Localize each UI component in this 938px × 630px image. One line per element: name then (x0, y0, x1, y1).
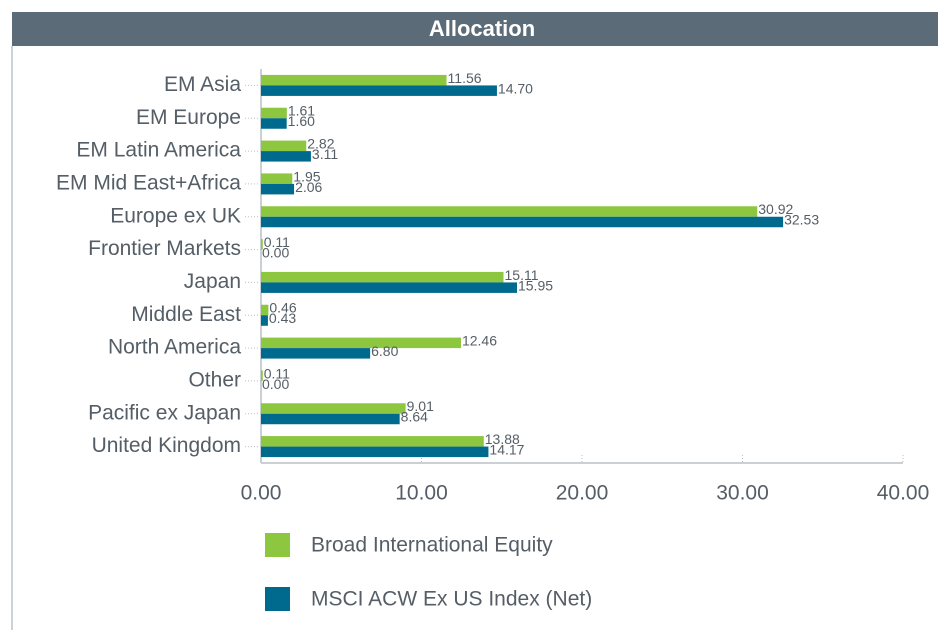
category-label: Other (188, 368, 241, 391)
value-label: 15.11 (505, 267, 539, 283)
value-label: 12.46 (462, 333, 497, 349)
value-label: 9.01 (407, 398, 434, 414)
value-label: 0.46 (269, 300, 296, 316)
value-label: 30.92 (758, 201, 793, 217)
category-label: EM Europe (136, 106, 241, 129)
category-label: North America (108, 336, 241, 359)
bar (261, 206, 758, 217)
value-label: 0.11 (264, 234, 290, 250)
value-label: 1.61 (288, 103, 315, 119)
category-label: Frontier Markets (88, 237, 241, 260)
bar (261, 85, 497, 96)
bar (261, 140, 307, 152)
category-label: United Kingdom (92, 434, 241, 457)
header-band (12, 12, 938, 46)
value-label: 11.56 (448, 70, 482, 86)
value-label: 3.11 (312, 146, 338, 162)
value-label: 2.82 (307, 136, 334, 152)
value-label: 6.80 (371, 343, 398, 359)
bar (261, 183, 295, 195)
value-label: 14.17 (489, 442, 524, 458)
category-label: Middle East (131, 303, 241, 326)
value-label: 8.64 (401, 409, 428, 425)
bar (261, 282, 517, 293)
category-label: EM Mid East+Africa (56, 171, 241, 194)
value-label: 32.53 (784, 212, 819, 228)
bar (261, 348, 371, 359)
bar (261, 413, 400, 425)
bar (261, 403, 406, 414)
value-label: 0.11 (264, 365, 290, 381)
chart-title: Allocation (429, 16, 535, 41)
bar (261, 239, 263, 250)
category-label: Japan (184, 270, 241, 293)
bar (261, 436, 484, 447)
legend-label: Broad International Equity (311, 534, 553, 557)
bar (261, 315, 268, 326)
x-tick-label: 0.00 (241, 482, 282, 505)
x-tick-label: 20.00 (556, 482, 609, 505)
value-label: 2.06 (295, 179, 322, 195)
bar (261, 337, 461, 349)
value-label: 0.43 (269, 310, 296, 326)
x-tick-label: 40.00 (877, 482, 930, 505)
legend-label: MSCI ACW Ex US Index (Net) (311, 588, 592, 611)
bar (261, 216, 784, 228)
category-label: Europe ex UK (110, 204, 241, 227)
value-label: 13.88 (485, 431, 520, 447)
bar (261, 151, 311, 162)
value-label: 1.60 (288, 113, 315, 129)
bar (261, 271, 504, 283)
bar (261, 446, 489, 458)
bar (261, 74, 447, 86)
legend-swatch (265, 533, 290, 557)
bar (261, 107, 287, 119)
x-tick-label: 10.00 (395, 482, 448, 505)
category-label: EM Latin America (76, 139, 241, 162)
value-label: 0.00 (262, 376, 289, 392)
value-label: 15.95 (518, 277, 553, 293)
bar (261, 118, 287, 129)
value-label: 0.00 (262, 245, 289, 261)
bar (261, 370, 263, 381)
x-tick-label: 30.00 (716, 482, 769, 505)
legend-swatch (265, 587, 290, 611)
value-label: 1.95 (293, 168, 320, 184)
category-label: Pacific ex Japan (88, 401, 241, 424)
bar (261, 304, 269, 316)
value-label: 14.70 (498, 80, 533, 96)
bar (261, 173, 293, 184)
category-label: EM Asia (164, 73, 241, 96)
